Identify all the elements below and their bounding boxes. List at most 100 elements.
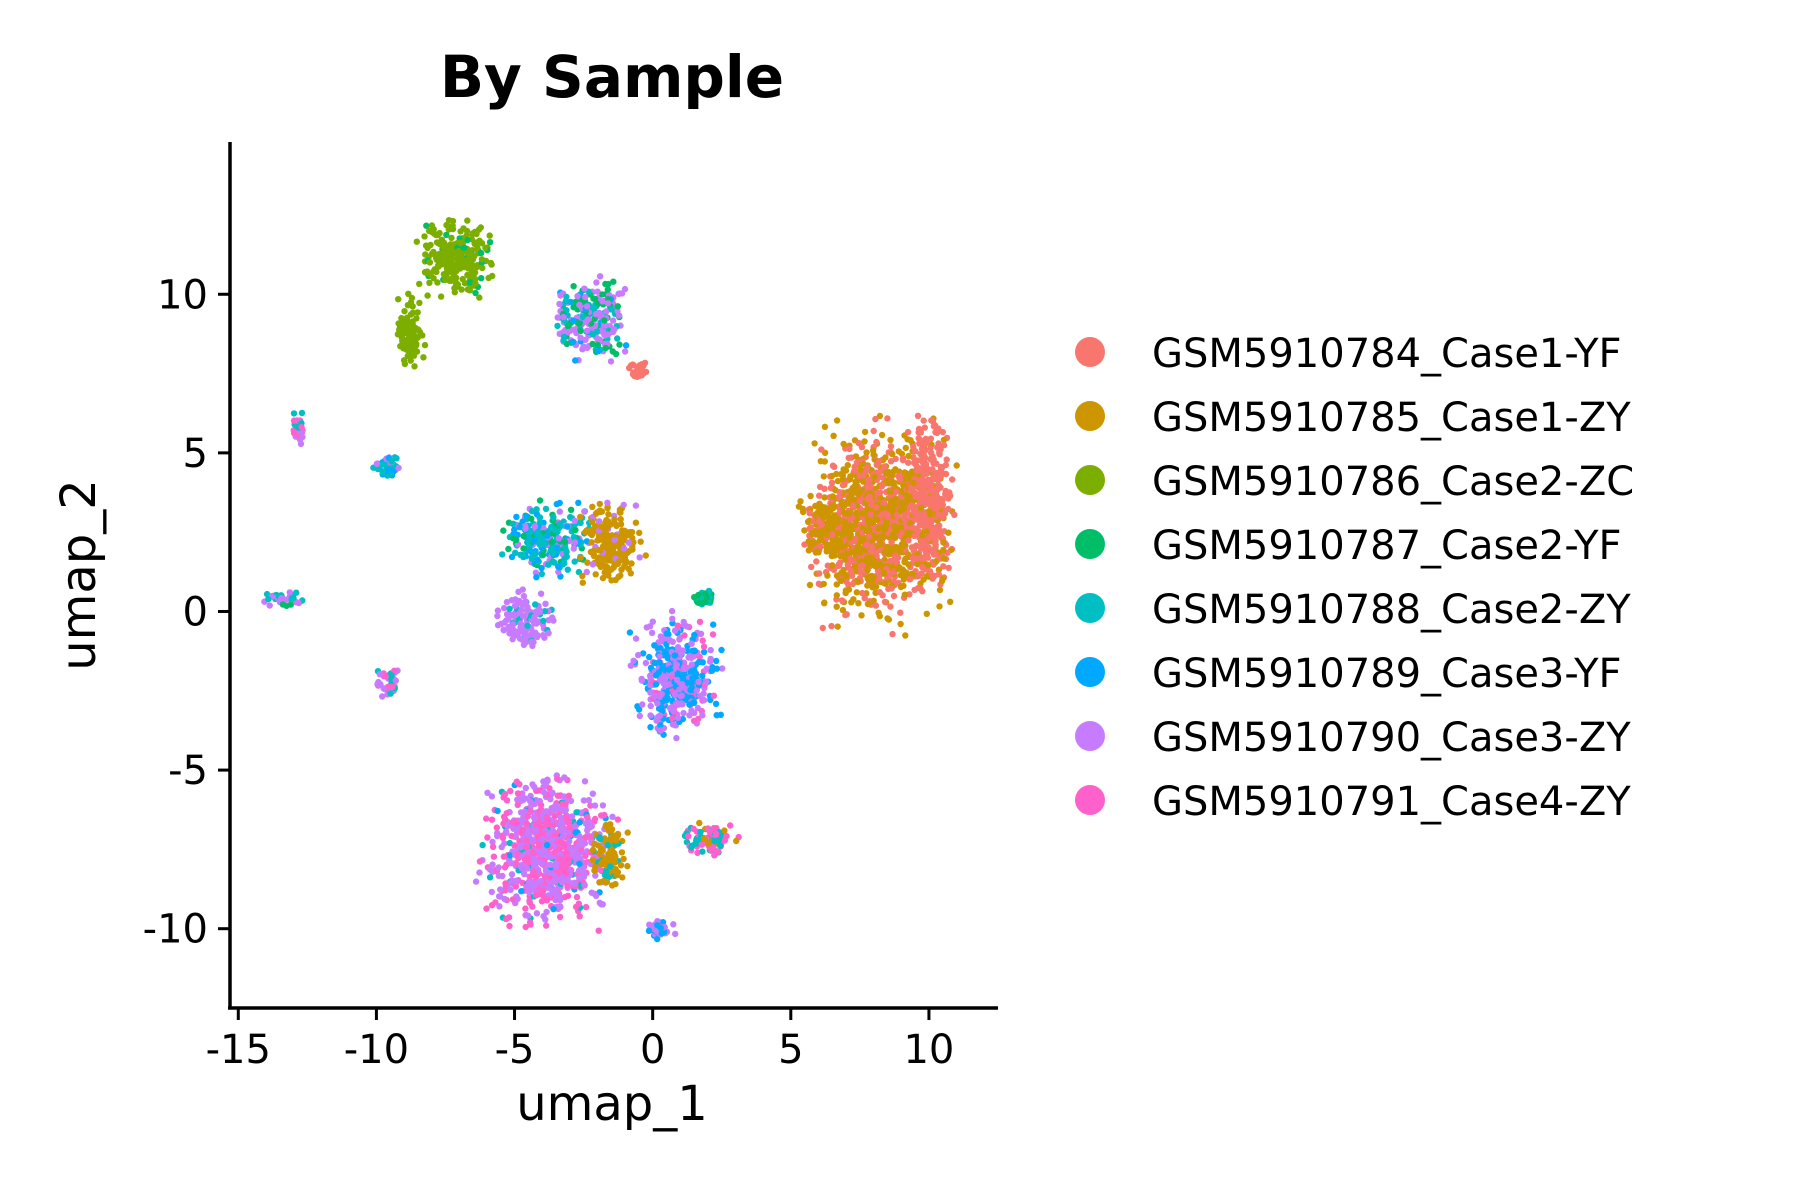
scatter-point bbox=[604, 505, 611, 512]
scatter-point bbox=[829, 531, 836, 538]
scatter-point bbox=[849, 502, 857, 510]
scatter-point bbox=[532, 601, 539, 608]
scatter-point bbox=[933, 492, 940, 500]
scatter-point bbox=[589, 561, 597, 568]
scatter-point bbox=[921, 424, 928, 431]
scatter-point bbox=[596, 500, 603, 508]
scatter-point bbox=[634, 703, 641, 710]
scatter-point bbox=[927, 444, 934, 452]
scatter-point bbox=[577, 334, 584, 341]
scatter-point bbox=[615, 312, 623, 319]
scatter-point bbox=[564, 566, 571, 573]
scatter-point bbox=[839, 606, 847, 614]
scatter-point bbox=[465, 250, 472, 258]
scatter-point bbox=[574, 854, 581, 862]
scatter-point bbox=[935, 566, 943, 573]
scatter-point bbox=[495, 864, 502, 871]
scatter-point bbox=[698, 841, 706, 848]
scatter-point bbox=[632, 635, 640, 642]
scatter-point bbox=[419, 332, 426, 339]
scatter-point bbox=[879, 504, 886, 512]
scatter-point bbox=[490, 853, 498, 860]
scatter-point bbox=[580, 343, 587, 350]
scatter-point bbox=[506, 852, 514, 859]
scatter-point bbox=[572, 829, 579, 836]
scatter-point bbox=[567, 506, 575, 513]
scatter-point bbox=[663, 630, 670, 637]
scatter-point bbox=[940, 563, 947, 570]
scatter-point bbox=[900, 537, 907, 544]
scatter-point bbox=[624, 829, 631, 836]
scatter-point bbox=[630, 657, 637, 664]
x-axis-ticks: -15 -10 -5 0 5 10 bbox=[206, 1008, 954, 1073]
scatter-point bbox=[663, 696, 670, 704]
scatter-point bbox=[871, 473, 878, 481]
scatter-point bbox=[549, 789, 556, 796]
scatter-point bbox=[896, 506, 904, 514]
scatter-point bbox=[683, 623, 690, 630]
scatter-point bbox=[933, 460, 940, 467]
scatter-point bbox=[607, 551, 614, 558]
legend-key bbox=[1075, 529, 1105, 559]
scatter-point bbox=[520, 532, 527, 540]
scatter-point bbox=[514, 531, 521, 538]
scatter-point bbox=[483, 905, 490, 912]
scatter-point bbox=[548, 538, 555, 546]
scatter-point bbox=[818, 446, 825, 453]
scatter-point bbox=[884, 415, 891, 422]
scatter-point bbox=[681, 632, 688, 639]
scatter-point bbox=[521, 864, 528, 872]
scatter-point bbox=[515, 588, 522, 595]
scatter-point bbox=[637, 538, 644, 545]
scatter-point bbox=[942, 470, 950, 478]
scatter-point bbox=[581, 508, 588, 515]
scatter-point bbox=[545, 561, 552, 568]
scatter-point bbox=[575, 900, 582, 907]
scatter-point bbox=[428, 222, 436, 229]
scatter-point bbox=[926, 519, 933, 526]
scatter-point bbox=[674, 714, 682, 721]
scatter-point bbox=[503, 810, 510, 817]
scatter-point bbox=[647, 702, 654, 710]
scatter-point bbox=[904, 529, 911, 536]
scatter-point bbox=[864, 582, 871, 589]
scatter-point bbox=[936, 527, 943, 534]
scatter-point bbox=[562, 298, 569, 305]
scatter-point bbox=[848, 572, 856, 579]
scatter-point bbox=[442, 276, 449, 284]
scatter-point bbox=[804, 518, 812, 525]
scatter-point bbox=[529, 848, 536, 855]
scatter-point bbox=[937, 532, 945, 540]
legend-key bbox=[1075, 337, 1105, 367]
scatter-point bbox=[592, 892, 600, 900]
scatter-point bbox=[881, 569, 888, 577]
scatter-point bbox=[939, 575, 946, 582]
scatter-point bbox=[497, 886, 504, 893]
scatter-point bbox=[584, 814, 591, 821]
scatter-point bbox=[577, 513, 584, 521]
scatter-point bbox=[628, 560, 635, 567]
scatter-point bbox=[927, 435, 934, 442]
scatter-point bbox=[703, 594, 711, 601]
scatter-point bbox=[841, 518, 848, 525]
scatter-point bbox=[935, 440, 942, 447]
scatter-point bbox=[588, 539, 595, 546]
scatter-point bbox=[945, 505, 952, 513]
scatter-point bbox=[451, 289, 458, 296]
scatter-point bbox=[596, 337, 604, 344]
scatter-point bbox=[926, 495, 933, 503]
scatter-point bbox=[611, 536, 618, 544]
scatter-point bbox=[550, 905, 557, 913]
scatter-point bbox=[608, 532, 616, 539]
scatter-point bbox=[887, 458, 895, 465]
scatter-point bbox=[919, 588, 926, 595]
scatter-point bbox=[514, 895, 521, 903]
scatter-point bbox=[864, 464, 871, 471]
scatter-point bbox=[841, 556, 849, 563]
scatter-point bbox=[426, 279, 433, 286]
scatter-point bbox=[416, 280, 423, 288]
scatter-point bbox=[887, 603, 894, 610]
scatter-point bbox=[845, 454, 852, 462]
scatter-point bbox=[522, 905, 529, 912]
scatter-point bbox=[897, 620, 904, 628]
